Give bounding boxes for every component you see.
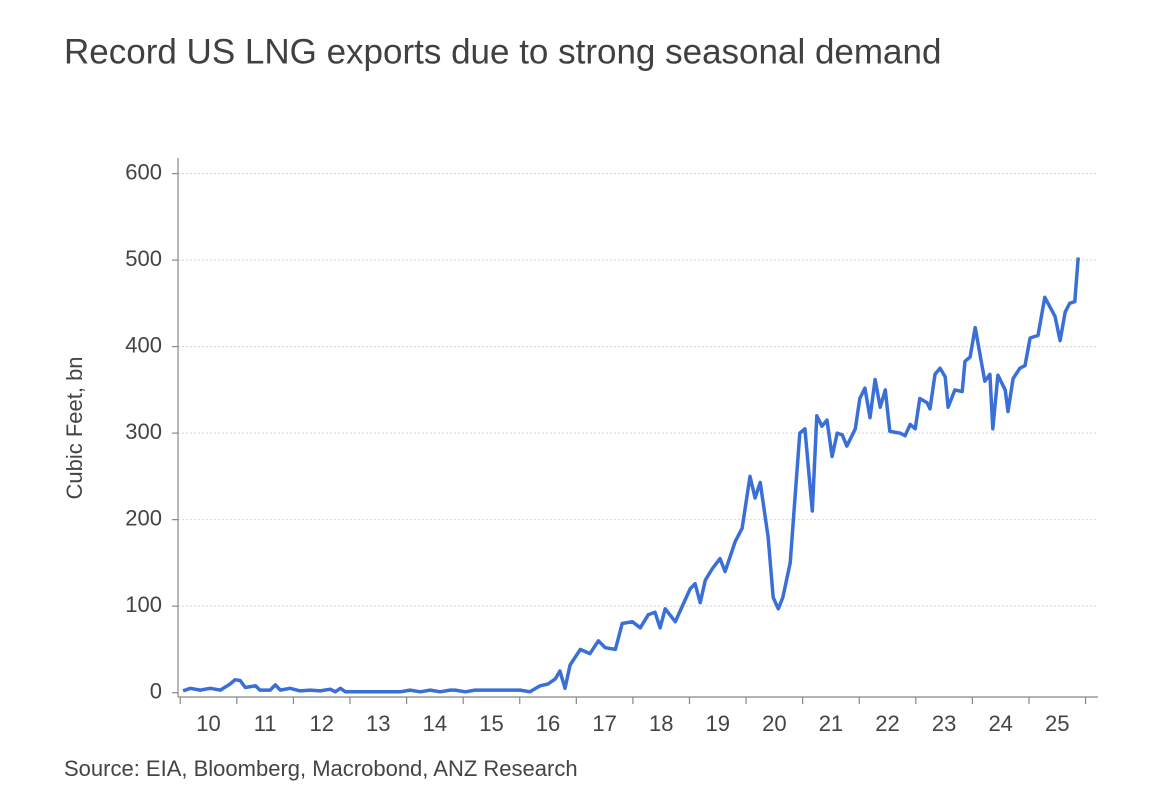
x-tick-label: 24 bbox=[988, 711, 1012, 736]
x-tick-label: 22 bbox=[875, 711, 899, 736]
x-tick-label: 21 bbox=[819, 711, 843, 736]
x-tick-label: 18 bbox=[649, 711, 673, 736]
chart-title: Record US LNG exports due to strong seas… bbox=[64, 32, 941, 71]
x-tick-label: 11 bbox=[254, 711, 277, 736]
y-tick-label: 100 bbox=[125, 592, 162, 617]
x-tick-label: 19 bbox=[706, 711, 730, 736]
y-tick-label: 200 bbox=[125, 505, 162, 530]
x-tick-label: 23 bbox=[932, 711, 956, 736]
y-tick-label: 0 bbox=[150, 678, 162, 703]
x-tick-label: 15 bbox=[479, 711, 503, 736]
x-tick-label: 25 bbox=[1045, 711, 1069, 736]
y-tick-label: 400 bbox=[125, 332, 162, 357]
y-tick-label: 500 bbox=[125, 246, 162, 271]
source-note: Source: EIA, Bloomberg, Macrobond, ANZ R… bbox=[64, 756, 578, 781]
y-tick-label: 600 bbox=[125, 159, 162, 184]
y-tick-label: 300 bbox=[125, 419, 162, 444]
x-tick-label: 20 bbox=[762, 711, 786, 736]
x-tick-label: 13 bbox=[366, 711, 390, 736]
x-tick-label: 12 bbox=[309, 711, 333, 736]
x-tick-label: 14 bbox=[423, 711, 447, 736]
data-line bbox=[182, 257, 1080, 694]
y-axis-label: Cubic Feet, bn bbox=[62, 356, 87, 499]
x-tick-label: 16 bbox=[536, 711, 560, 736]
x-tick-label: 17 bbox=[592, 711, 616, 736]
x-tick-label: 10 bbox=[196, 711, 220, 736]
